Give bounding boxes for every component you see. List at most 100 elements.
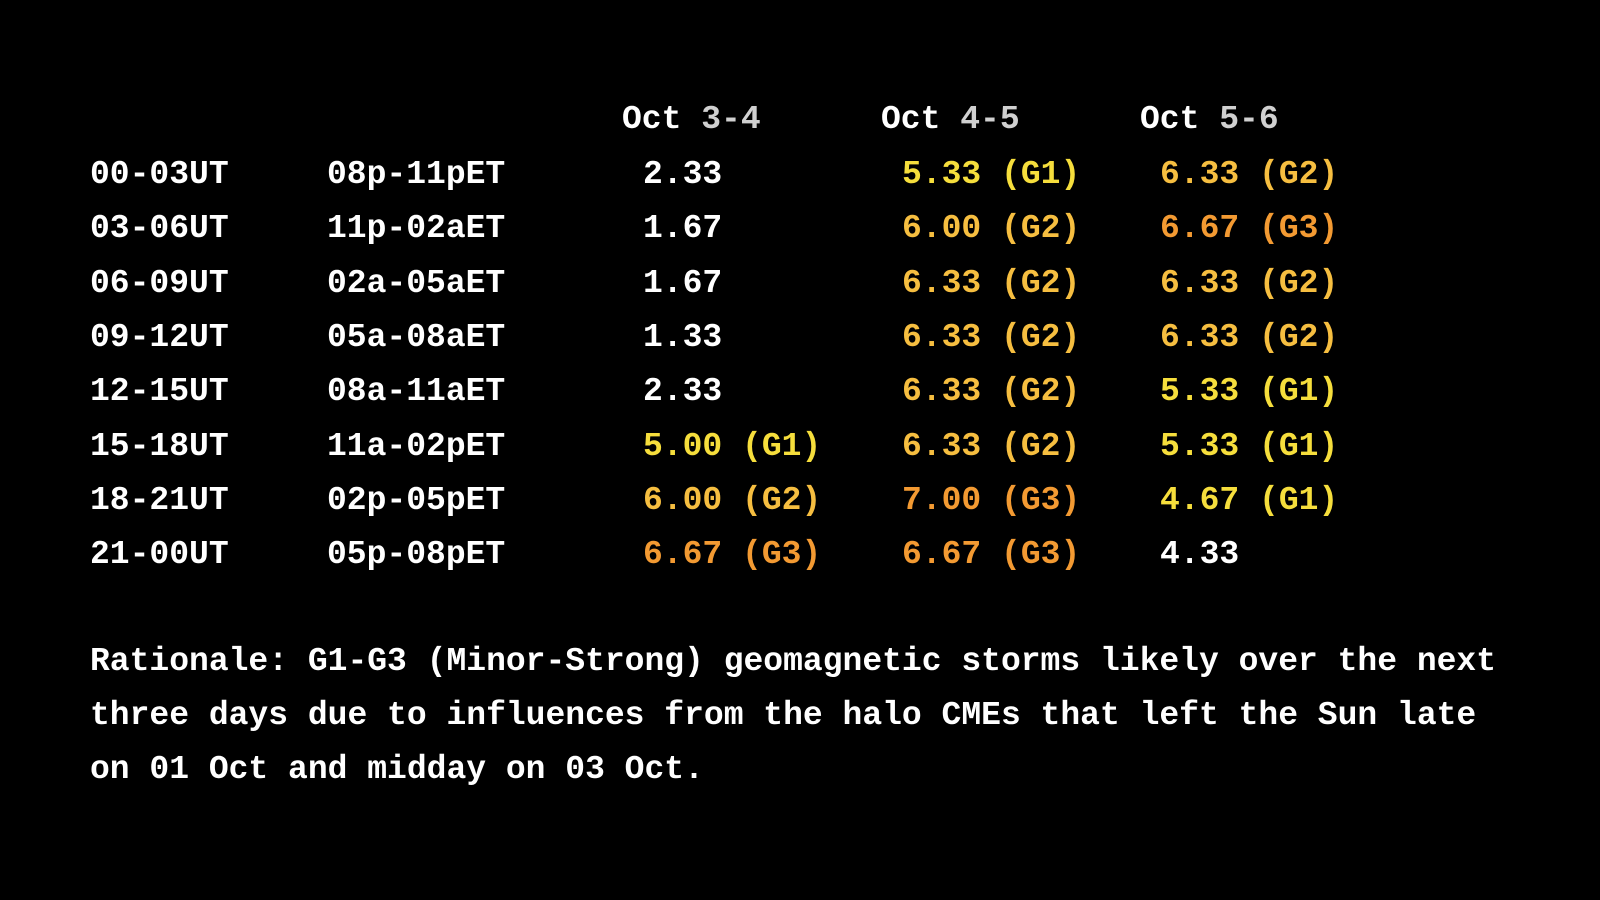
- ut-text: 18-21UT: [90, 481, 229, 519]
- kp-value: 5.00: [643, 427, 723, 465]
- ut-text: 06-09UT: [90, 264, 229, 302]
- kp-value: 6.67: [643, 536, 723, 574]
- ut-range: 09-12UT: [90, 318, 229, 358]
- kp-value: 2.33: [643, 373, 723, 411]
- ut-text: 09-12UT: [90, 318, 229, 356]
- et-range: 02p-05pET: [327, 481, 505, 521]
- ut-range: 18-21UT: [90, 481, 229, 521]
- forecast-cell: 4.33: [1160, 535, 1239, 575]
- forecast-cell: 6.33 (G2): [1160, 318, 1338, 358]
- forecast-cell: 6.33 (G2): [902, 372, 1080, 412]
- g-level: (G3): [1001, 481, 1081, 519]
- ut-range: 00-03UT: [90, 155, 229, 195]
- forecast-cell: 6.67 (G3): [1160, 209, 1338, 249]
- kp-value: 4.33: [1160, 536, 1240, 574]
- g-level: (G1): [742, 427, 822, 465]
- forecast-cell: 6.67 (G3): [902, 535, 1080, 575]
- forecast-cell: 6.33 (G2): [902, 318, 1080, 358]
- et-text: 08a-11aET: [327, 373, 506, 411]
- ut-range: 03-06UT: [90, 209, 229, 249]
- ut-text: 03-06UT: [90, 210, 229, 248]
- forecast-cell: 6.33 (G2): [1160, 155, 1338, 195]
- column-header: Oct 3-4: [622, 100, 761, 140]
- kp-value: 1.33: [643, 318, 723, 356]
- forecast-cell: 2.33: [643, 155, 722, 195]
- g-level: (G1): [1001, 156, 1081, 193]
- column-header: Oct 5-6: [1140, 100, 1279, 140]
- kp-value: 6.33: [1160, 156, 1240, 193]
- forecast-cell: 6.00 (G2): [902, 209, 1080, 249]
- kp-value: 6.33: [902, 264, 982, 302]
- forecast-cell: 6.33 (G2): [902, 264, 1080, 304]
- kp-value: 5.33: [1160, 427, 1240, 465]
- kp-value: 2.33: [643, 156, 723, 193]
- et-range: 08a-11aET: [327, 372, 505, 412]
- et-range: 05p-08pET: [327, 535, 505, 575]
- g-level: (G1): [1259, 373, 1339, 411]
- g-level: (G1): [1259, 427, 1339, 465]
- g-level: (G2): [1001, 210, 1081, 248]
- header-days: 5-6: [1219, 101, 1279, 138]
- et-text: 11a-02pET: [327, 427, 506, 465]
- et-range: 02a-05aET: [327, 264, 505, 304]
- et-text: 11p-02aET: [327, 210, 506, 248]
- g-level: (G2): [1001, 264, 1081, 302]
- kp-value: 6.33: [902, 318, 982, 356]
- g-level: (G2): [1001, 427, 1081, 465]
- kp-value: 6.33: [902, 373, 982, 411]
- forecast-cell: 6.67 (G3): [643, 535, 821, 575]
- forecast-cell: 5.00 (G1): [643, 427, 821, 467]
- forecast-cell: 6.33 (G2): [902, 427, 1080, 467]
- g-level: (G2): [1259, 318, 1339, 356]
- ut-range: 21-00UT: [90, 535, 229, 575]
- kp-value: 5.33: [902, 156, 982, 193]
- ut-text: 21-00UT: [90, 536, 229, 574]
- ut-range: 15-18UT: [90, 427, 229, 467]
- header-days: 3-4: [701, 101, 761, 138]
- g-level: (G2): [1259, 156, 1339, 193]
- g-level: (G1): [1259, 481, 1339, 519]
- header-month: Oct: [881, 101, 941, 138]
- g-level: (G2): [1001, 373, 1081, 411]
- forecast-cell: 1.33: [643, 318, 722, 358]
- column-header: Oct 4-5: [881, 100, 1020, 140]
- kp-value: 6.00: [643, 481, 723, 519]
- forecast-cell: 2.33: [643, 372, 722, 412]
- kp-value: 6.00: [902, 210, 982, 248]
- g-level: (G2): [742, 481, 822, 519]
- kp-value: 6.33: [1160, 318, 1240, 356]
- kp-value: 1.67: [643, 210, 723, 248]
- g-level: (G2): [1001, 318, 1081, 356]
- g-level: (G3): [742, 536, 822, 574]
- header-days: 4-5: [960, 101, 1020, 138]
- ut-text: 00-03UT: [90, 156, 229, 193]
- g-level: (G3): [1259, 210, 1339, 248]
- et-text: 02p-05pET: [327, 481, 506, 519]
- et-text: 02a-05aET: [327, 264, 506, 302]
- et-range: 11a-02pET: [327, 427, 505, 467]
- ut-range: 06-09UT: [90, 264, 229, 304]
- ut-text: 12-15UT: [90, 373, 229, 411]
- et-text: 08p-11pET: [327, 156, 506, 193]
- kp-value: 5.33: [1160, 373, 1240, 411]
- forecast-cell: 5.33 (G1): [902, 155, 1080, 195]
- forecast-cell: 6.33 (G2): [1160, 264, 1338, 304]
- forecast-cell: 1.67: [643, 209, 722, 249]
- kp-value: 6.67: [1160, 210, 1240, 248]
- kp-value: 4.67: [1160, 481, 1240, 519]
- et-text: 05a-08aET: [327, 318, 506, 356]
- forecast-cell: 5.33 (G1): [1160, 372, 1338, 412]
- kp-value: 7.00: [902, 481, 982, 519]
- et-range: 05a-08aET: [327, 318, 505, 358]
- forecast-cell: 4.67 (G1): [1160, 481, 1338, 521]
- et-range: 08p-11pET: [327, 155, 505, 195]
- forecast-cell: 6.00 (G2): [643, 481, 821, 521]
- header-month: Oct: [622, 101, 682, 138]
- forecast-cell: 5.33 (G1): [1160, 427, 1338, 467]
- kp-value: 1.67: [643, 264, 723, 302]
- kp-value: 6.33: [1160, 264, 1240, 302]
- ut-range: 12-15UT: [90, 372, 229, 412]
- g-level: (G2): [1259, 264, 1339, 302]
- forecast-cell: 7.00 (G3): [902, 481, 1080, 521]
